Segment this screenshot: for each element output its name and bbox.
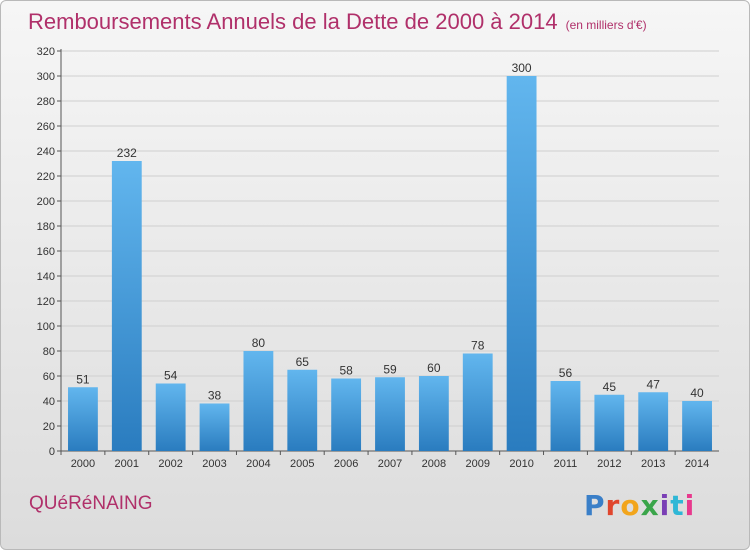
logo-letter: i	[659, 489, 671, 522]
bar	[243, 351, 274, 451]
bar	[418, 376, 449, 451]
y-tick-label: 140	[37, 271, 55, 283]
chart-unit: (en milliers d'€)	[565, 18, 647, 32]
logo-letter: o	[620, 489, 641, 522]
data-label: 80	[252, 336, 266, 350]
data-label: 45	[603, 380, 617, 394]
data-label: 65	[296, 355, 310, 369]
data-label: 51	[76, 372, 90, 386]
x-tick-label: 2008	[422, 458, 446, 470]
place-name: QUéRéNAING	[29, 493, 153, 514]
x-tick-label: 2011	[554, 458, 578, 470]
chart-title-text: Remboursements Annuels de la Dette de 20…	[28, 9, 558, 34]
bar	[375, 377, 405, 451]
data-label: 40	[690, 386, 704, 400]
y-tick-label: 0	[49, 446, 55, 458]
x-tick-label: 2009	[465, 458, 489, 470]
y-tick-label: 160	[37, 246, 55, 258]
data-label: 47	[647, 377, 661, 391]
logo-letter: t	[670, 489, 685, 522]
y-tick-label: 320	[37, 46, 55, 58]
data-label: 56	[559, 366, 573, 380]
y-tick-label: 20	[43, 421, 55, 433]
y-tick-label: 40	[43, 396, 55, 408]
x-tick-label: 2014	[685, 458, 709, 470]
data-label: 54	[164, 369, 178, 383]
data-label: 78	[471, 339, 485, 353]
x-tick-label: 2010	[509, 458, 533, 470]
x-tick-label: 2001	[115, 458, 139, 470]
bar	[506, 76, 537, 451]
bar	[682, 401, 712, 451]
bar	[462, 353, 493, 451]
bars	[68, 76, 712, 451]
y-tick-label: 180	[37, 221, 55, 233]
data-label: 58	[339, 364, 353, 378]
y-tick-label: 240	[37, 146, 55, 158]
data-label: 300	[512, 61, 532, 75]
x-tick-label: 2002	[158, 458, 182, 470]
x-tick-label: 2012	[597, 458, 621, 470]
data-label: 232	[117, 146, 137, 160]
y-tick-label: 300	[37, 71, 55, 83]
x-tick-label: 2004	[246, 458, 270, 470]
x-tick-label: 2013	[641, 458, 665, 470]
y-tick-label: 280	[37, 96, 55, 108]
y-tick-label: 60	[43, 371, 55, 383]
logo-letter: i	[684, 489, 696, 522]
data-label: 59	[383, 362, 397, 376]
logo-letter: x	[640, 489, 660, 522]
logo-letter: r	[605, 489, 621, 522]
bar	[199, 403, 230, 451]
chart-title: Remboursements Annuels de la Dette de 20…	[28, 9, 647, 35]
logo-letter: P	[584, 489, 606, 522]
y-tick-label: 80	[43, 346, 55, 358]
y-tick-label: 260	[37, 121, 55, 133]
y-tick-label: 100	[37, 321, 55, 333]
x-tick-label: 2000	[71, 458, 95, 470]
data-label: 38	[208, 389, 222, 403]
bar	[550, 381, 581, 451]
bar	[111, 161, 142, 451]
y-tick-label: 220	[37, 171, 55, 183]
bar	[594, 394, 625, 451]
y-tick-label: 200	[37, 196, 55, 208]
bar	[638, 392, 669, 451]
y-tick-label: 120	[37, 296, 55, 308]
x-tick-label: 2005	[290, 458, 314, 470]
data-label: 60	[427, 361, 441, 375]
x-tick-label: 2007	[378, 458, 402, 470]
data-labels: 51 232 54 38 80 65 58 59 60 78 300 56 45 47 40	[76, 61, 704, 403]
axes: 0 20 40 60 80 100 120 140 160 180 200 220 240 260 280 3…	[37, 46, 719, 470]
bar	[68, 387, 98, 451]
bar	[331, 378, 362, 451]
x-tick-label: 2003	[202, 458, 226, 470]
proxiti-logo: Proxiti	[584, 489, 695, 522]
x-tick-label: 2006	[334, 458, 358, 470]
bar	[155, 383, 186, 451]
bar	[287, 369, 318, 451]
